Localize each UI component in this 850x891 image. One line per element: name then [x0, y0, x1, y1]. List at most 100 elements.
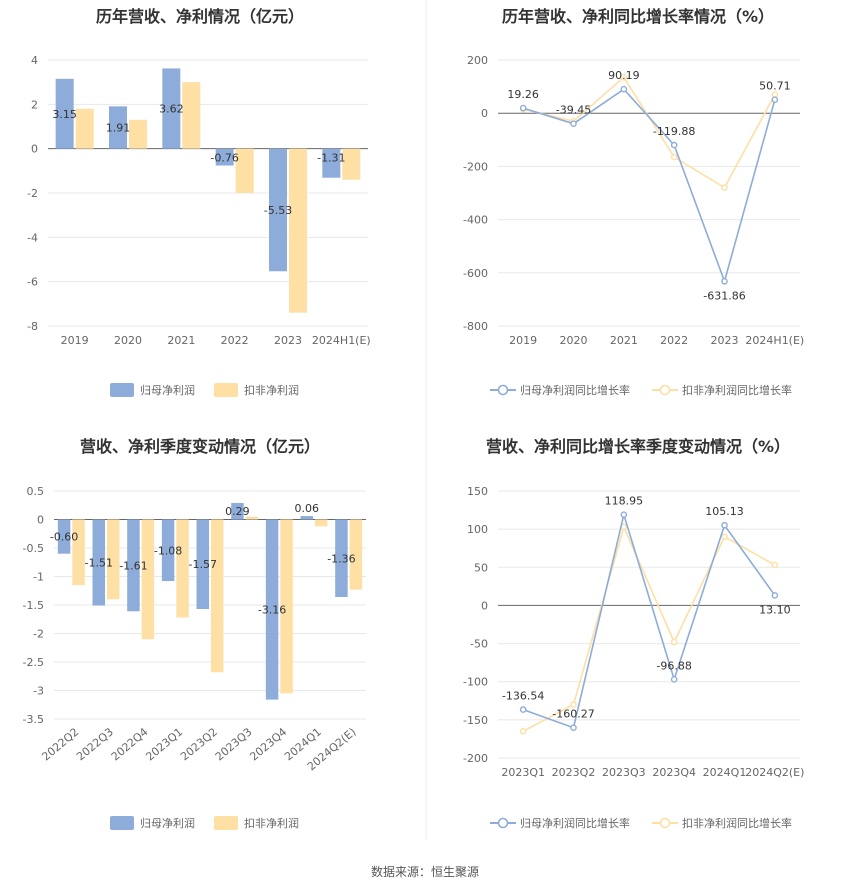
- bar-data-label: -1.31: [317, 152, 345, 165]
- point-parent-growth: [721, 277, 728, 285]
- x-tick-label: 2021: [167, 334, 195, 347]
- bar-parent-net-profit: [335, 519, 348, 598]
- y-tick-label: -2.5: [23, 656, 44, 669]
- bar-deducted-net-profit: [245, 516, 259, 520]
- x-tick-label: 2020: [560, 334, 588, 347]
- x-tick-label: 2022Q4: [109, 725, 151, 763]
- point-deducted-growth: [670, 153, 678, 161]
- point-parent-growth: [519, 706, 527, 713]
- point-parent-growth: [670, 141, 678, 149]
- y-tick-label: -3: [33, 685, 44, 698]
- bar-deducted-net-profit: [235, 148, 254, 193]
- legend-label: 归母净利润同比增长率: [520, 816, 630, 830]
- bar-parent-net-profit: [300, 516, 313, 520]
- line-data-label: -136.54: [502, 690, 544, 703]
- y-tick-label: -1.5: [23, 599, 44, 612]
- x-tick-label: 2023: [274, 334, 302, 347]
- bar-deducted-net-profit: [129, 119, 147, 149]
- legend-label: 扣非净利润同比增长率: [682, 383, 792, 397]
- y-tick-label: 150: [467, 485, 488, 498]
- x-tick-label: 2023Q3: [213, 725, 255, 763]
- bar-deducted-net-profit: [211, 519, 224, 673]
- y-tick-label: 0: [37, 514, 44, 527]
- x-tick-label: 2022Q3: [74, 725, 116, 763]
- legend-label: 扣非净利润同比增长率: [682, 816, 792, 830]
- x-tick-label: 2023Q4: [247, 725, 289, 763]
- bar-data-label: 1.91: [106, 121, 131, 134]
- legend-swatch: [110, 816, 134, 830]
- line-data-label: -119.88: [653, 125, 695, 138]
- bar-deducted-net-profit: [75, 108, 94, 149]
- legend-label: 扣非净利润: [244, 383, 299, 397]
- x-tick-label: 2023Q1: [143, 725, 185, 763]
- y-tick-label: 0: [481, 107, 488, 120]
- bar-deducted-net-profit: [315, 519, 328, 527]
- legend-marker: [497, 817, 509, 829]
- data-source: 数据来源：恒生聚源: [371, 864, 479, 879]
- y-tick-label: -600: [463, 267, 488, 280]
- x-tick-label: 2024Q1: [703, 766, 747, 779]
- y-tick-label: -50: [470, 638, 488, 651]
- x-tick-label: 2022Q2: [39, 725, 81, 763]
- point-parent-growth: [670, 676, 678, 683]
- y-tick-label: 100: [467, 523, 488, 536]
- y-tick-label: 200: [467, 54, 488, 67]
- x-tick-label: 2020: [114, 334, 142, 347]
- bar-parent-net-profit: [92, 519, 105, 606]
- chart-title: 营收、净利季度变动情况（亿元）: [80, 437, 320, 456]
- bar-data-label: 0.29: [225, 505, 250, 518]
- bar-data-label: -0.76: [210, 152, 238, 165]
- bar-deducted-net-profit: [182, 82, 201, 149]
- x-tick-label: 2019: [61, 334, 89, 347]
- bar-deducted-net-profit: [342, 148, 361, 180]
- x-tick-label: 2021: [610, 334, 638, 347]
- point-deducted-growth: [721, 184, 728, 191]
- quarterly-profit-bar-chart: 营收、净利季度变动情况（亿元） 0.5 0 -0.5 -1 -1.5 -2 -2.5 -3 -3.…: [23, 437, 366, 830]
- point-deducted-growth: [620, 73, 628, 81]
- legend-label: 扣非净利润: [244, 816, 299, 830]
- x-tick-label: 2023Q3: [602, 766, 646, 779]
- bar-parent-net-profit: [55, 78, 74, 149]
- bar-data-label: -0.60: [50, 531, 78, 544]
- point-parent-growth: [620, 85, 628, 93]
- x-tick-label: 2019: [509, 334, 537, 347]
- y-tick-label: -400: [463, 214, 488, 227]
- y-tick-label: 4: [31, 54, 38, 67]
- y-tick-label: -6: [27, 276, 38, 289]
- y-tick-label: -100: [463, 676, 488, 689]
- bar-deducted-net-profit: [176, 519, 189, 618]
- line-parent-growth: [522, 88, 776, 284]
- chart-title: 历年营收、净利情况（亿元）: [96, 7, 304, 26]
- bar-parent-net-profit: [161, 519, 175, 582]
- legend-swatch: [214, 816, 238, 830]
- point-deducted-growth: [570, 701, 577, 708]
- bar-data-label: 0.06: [295, 502, 320, 515]
- line-data-label: 90.19: [608, 69, 640, 82]
- line-data-label: 50.71: [759, 80, 791, 93]
- line-data-label: -39.45: [556, 104, 591, 117]
- bar-parent-net-profit: [109, 106, 127, 149]
- point-parent-growth: [620, 511, 628, 518]
- line-data-label: -160.27: [552, 708, 594, 721]
- y-tick-label: -2: [27, 187, 38, 200]
- legend-swatch: [214, 383, 238, 397]
- point-parent-growth: [519, 104, 527, 112]
- point-deducted-growth: [721, 533, 728, 541]
- y-tick-label: -3.5: [23, 713, 44, 726]
- y-tick-label: -4: [27, 231, 38, 244]
- y-tick-label: 2: [31, 98, 38, 111]
- line-data-label: 105.13: [705, 505, 744, 518]
- bar-parent-net-profit: [127, 519, 140, 612]
- x-tick-label: 2023Q1: [501, 766, 545, 779]
- bar-deducted-net-profit: [72, 519, 85, 586]
- bar-data-label: -1.51: [85, 557, 113, 570]
- y-tick-label: 0: [481, 599, 488, 612]
- legend-marker: [659, 384, 671, 396]
- y-tick-label: -800: [463, 320, 488, 333]
- y-tick-label: 0.5: [27, 485, 45, 498]
- bar-parent-net-profit: [57, 519, 71, 554]
- annual-growth-line-chart: 历年营收、净利同比增长率情况（%） 200 0 -200 -400 -600 -800 201…: [463, 7, 804, 397]
- x-tick-label: 2023Q4: [652, 766, 696, 779]
- legend-marker: [497, 384, 509, 396]
- y-tick-label: -8: [27, 320, 38, 333]
